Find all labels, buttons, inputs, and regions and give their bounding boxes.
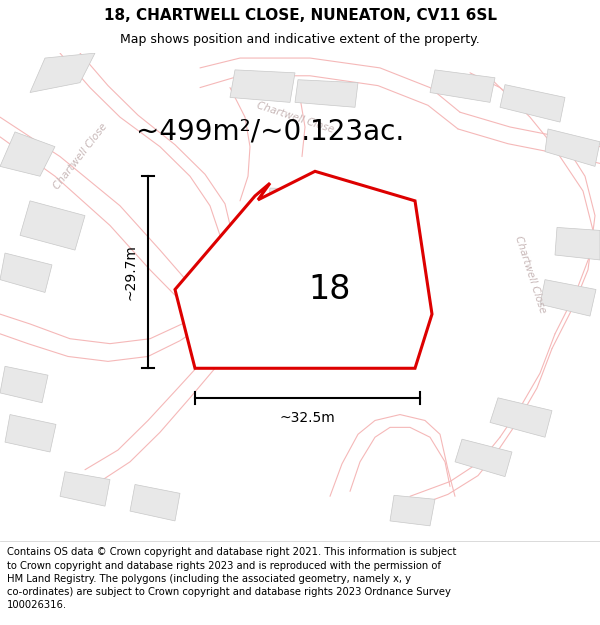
Polygon shape <box>5 414 56 452</box>
Polygon shape <box>130 484 180 521</box>
Polygon shape <box>390 496 435 526</box>
Text: Chartwell Close: Chartwell Close <box>513 235 547 314</box>
Text: Map shows position and indicative extent of the property.: Map shows position and indicative extent… <box>120 33 480 46</box>
Text: ~29.7m: ~29.7m <box>123 244 137 300</box>
Text: ~32.5m: ~32.5m <box>280 411 335 424</box>
Polygon shape <box>540 279 596 316</box>
Text: Chartwell Close: Chartwell Close <box>255 100 335 134</box>
Polygon shape <box>555 228 600 260</box>
Polygon shape <box>490 398 552 437</box>
Polygon shape <box>0 132 55 176</box>
Text: ~499m²/~0.123ac.: ~499m²/~0.123ac. <box>136 118 404 146</box>
Polygon shape <box>265 188 355 250</box>
Polygon shape <box>430 70 495 102</box>
Text: Contains OS data © Crown copyright and database right 2021. This information is : Contains OS data © Crown copyright and d… <box>7 548 457 610</box>
Polygon shape <box>0 253 52 292</box>
Text: 18, CHARTWELL CLOSE, NUNEATON, CV11 6SL: 18, CHARTWELL CLOSE, NUNEATON, CV11 6SL <box>104 8 497 23</box>
Polygon shape <box>455 439 512 477</box>
Polygon shape <box>500 84 565 122</box>
Polygon shape <box>0 366 48 403</box>
Polygon shape <box>30 53 95 92</box>
Polygon shape <box>230 70 295 102</box>
Text: Chartwell Close: Chartwell Close <box>51 122 109 191</box>
Polygon shape <box>545 129 600 166</box>
Text: 18: 18 <box>309 273 351 306</box>
Polygon shape <box>175 171 432 368</box>
Polygon shape <box>60 472 110 506</box>
Polygon shape <box>20 201 85 250</box>
Polygon shape <box>295 80 358 107</box>
